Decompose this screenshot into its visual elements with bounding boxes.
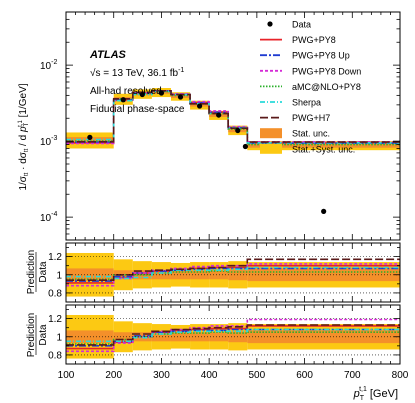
- ratio1-line-sherpa: [66, 266, 400, 280]
- stat-band-bin-0: [66, 268, 114, 282]
- stat-band-bin-5: [190, 270, 210, 280]
- main-line-sherpa: [66, 90, 400, 144]
- stat-band-bin-2: [132, 270, 152, 280]
- ratio1-frame: [65, 242, 401, 303]
- legend-label: Stat.+Syst. unc.: [292, 144, 355, 154]
- ratio2-ylabel-top: Prediction: [26, 313, 37, 357]
- x-tick-label: 100: [58, 370, 75, 381]
- ratio2-line-amc-nlo-py8: [66, 331, 400, 345]
- stat-band-bin-8: [247, 330, 400, 344]
- data-point-9: [321, 208, 327, 214]
- data-point-8: [242, 143, 249, 150]
- annotation-block: ATLAS √s = 13 TeV, 36.1 fb-1 All-had res…: [89, 49, 185, 115]
- ratio1-ylabel-top: Prediction: [26, 250, 37, 294]
- data-point-3: [158, 90, 165, 96]
- legend-box-swatch: [260, 128, 282, 139]
- x-tick-label: 400: [201, 370, 218, 381]
- x-tick-label: 600: [296, 370, 313, 381]
- legend-label: aMC@NLO+PY8: [292, 82, 361, 92]
- channel-label: All-had resolved: [90, 86, 162, 97]
- stat-band-bin-0: [66, 330, 114, 344]
- data-point-7: [235, 127, 241, 134]
- ratio2-frame: [65, 304, 401, 365]
- legend-entry: PWG+PY8 Down: [260, 66, 361, 76]
- data-point-5: [197, 103, 203, 109]
- legend-label: PWG+PY8 Up: [292, 51, 350, 61]
- ratio1-y-tick-label: 0.8: [48, 288, 62, 299]
- atlas-label: ATLAS: [89, 49, 127, 61]
- ratio1-axes: 0.8 1 1.2: [48, 242, 401, 303]
- legend-entry: aMC@NLO+PY8: [260, 82, 361, 92]
- ratio1-y-tick-label: 1: [56, 270, 62, 281]
- stat-band-bin-3: [151, 270, 171, 280]
- legend-entry: Data: [267, 20, 311, 30]
- ratio1-y-tick-label: 1.2: [48, 252, 62, 263]
- x-tick-label: 200: [105, 370, 122, 381]
- data-point-1: [120, 97, 126, 103]
- data-point-4: [177, 94, 184, 100]
- ratio1-ylabel-bottom: Data: [38, 261, 49, 283]
- stat-band-bin-6: [209, 332, 229, 342]
- data-point-2: [139, 91, 145, 98]
- legend-entry: PWG+PY8 Up: [260, 51, 350, 61]
- legend-entry: PWG+H7: [260, 113, 330, 123]
- x-axis-title: pTt,1 [GeV]: [353, 386, 398, 402]
- legend-data-marker: [267, 21, 273, 27]
- x-tick-label: 500: [249, 370, 266, 381]
- legend-entry: Stat.+Syst. unc.: [260, 143, 355, 154]
- stat-band-bin-5: [190, 332, 210, 342]
- x-tick-label: 800: [392, 370, 409, 381]
- ratio2-line-pwg-py8-down: [66, 318, 400, 353]
- data-point-0: [87, 134, 93, 140]
- ratio2-y-tick-label: 1.2: [48, 314, 62, 325]
- legend-entry: Stat. unc.: [260, 128, 330, 139]
- ratio2-axes: 0.8 1 1.2: [48, 304, 401, 365]
- ratio1-y-axis-title: Prediction Data: [26, 250, 49, 294]
- ratio2-prediction-lines: [66, 318, 400, 353]
- legend-label: Sherpa: [292, 98, 321, 108]
- main-axes: 10-4 10-3 10-2: [40, 11, 401, 241]
- legend-box-swatch: [260, 143, 282, 154]
- x-tick-label: 300: [153, 370, 170, 381]
- main-y-tick-label: 10-3: [40, 135, 57, 148]
- region-label: Fiducial phase-space: [90, 104, 185, 115]
- stat-band-bin-6: [209, 270, 229, 280]
- legend-label: Data: [292, 20, 311, 30]
- main-y-tick-label: 10-4: [40, 211, 57, 224]
- legend: Data PWG+PY8 PWG+PY8 Up PWG+PY8 Down aMC@NLO…: [260, 20, 361, 154]
- main-y-tick-label: 10-2: [40, 59, 57, 72]
- ratio2-y-axis-title: Prediction Data: [26, 313, 49, 357]
- ratio2-y-tick-label: 1: [56, 332, 62, 343]
- stat-band-bin-3: [151, 332, 171, 342]
- legend-label: PWG+PY8: [292, 35, 336, 45]
- main-data-points: [87, 90, 327, 214]
- ratio2-line-pwg-h7: [66, 324, 400, 346]
- stat-band-bin-8: [247, 143, 400, 148]
- data-point-6: [216, 112, 222, 118]
- ratio2-ylabel-bottom: Data: [38, 324, 49, 346]
- legend-label: PWG+H7: [292, 113, 330, 123]
- main-frame: [65, 11, 401, 241]
- main-y-axis-title: 1/σtt · dσtt / d pTt,1 [1/GeV]: [18, 83, 30, 190]
- x-tick-labels: 100 200 300 400 500 600 700 800: [58, 370, 409, 381]
- legend-label: Stat. unc.: [292, 129, 330, 139]
- ratio2-y-tick-label: 0.8: [48, 350, 62, 361]
- x-tick-label: 700: [344, 370, 361, 381]
- energy-label: √s = 13 TeV, 36.1 fb-1: [90, 67, 184, 79]
- legend-entry: PWG+PY8: [260, 35, 336, 45]
- legend-label: PWG+PY8 Down: [292, 66, 361, 76]
- legend-entry: Sherpa: [260, 98, 321, 108]
